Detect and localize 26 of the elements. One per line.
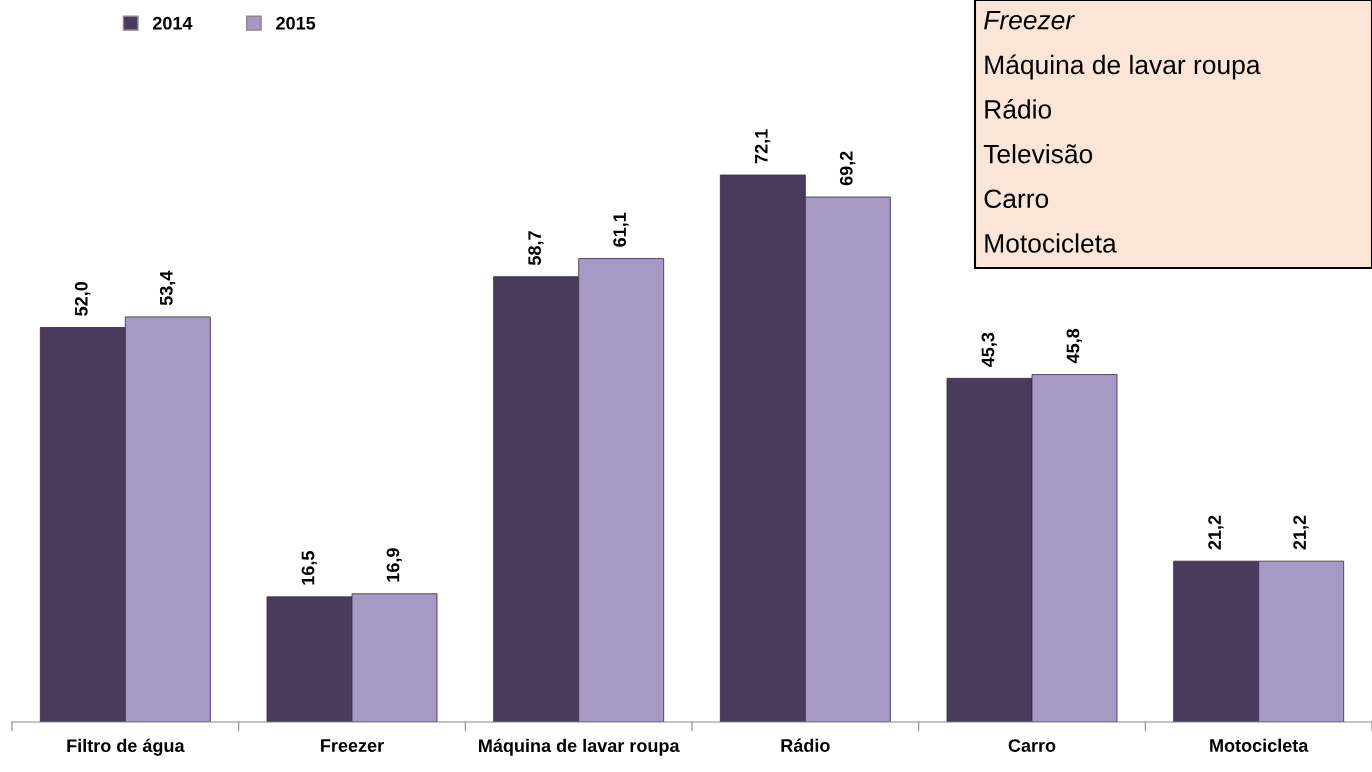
data-label: 61,1 — [613, 212, 629, 247]
legend-label: 2015 — [276, 16, 316, 30]
x-tick-label: Freezer — [321, 739, 384, 752]
data-label: 45,8 — [1066, 328, 1082, 364]
data-label: 53,4 — [159, 270, 176, 306]
legend-label: 2014 — [152, 16, 193, 30]
data-label: 52,0 — [74, 282, 91, 316]
text: Televisão — [983, 144, 1093, 164]
data-label: 45,3 — [981, 332, 997, 367]
text: Freezer — [984, 11, 1076, 30]
data-label: 21,2 — [1293, 515, 1309, 550]
x-tick-label: Filtro de água — [67, 738, 185, 756]
data-label: 69,2 — [839, 151, 856, 186]
text: Máquina de lavar roupa — [985, 54, 1261, 80]
x-tick-label: Máquina de lavar roupa — [479, 738, 680, 756]
data-label: 16,9 — [386, 548, 402, 582]
x-tick-label: Motocicleta — [1210, 738, 1309, 752]
x-tick-label: Carro — [1008, 739, 1056, 752]
annotation: Carro — [984, 189, 1049, 209]
x-tick-label: Rádio — [781, 738, 830, 752]
data-label: 16,5 — [301, 551, 317, 585]
data-label: 58,7 — [528, 231, 544, 266]
annotation: Motocicleta — [985, 233, 1117, 253]
text: Rádio — [985, 99, 1052, 119]
data-label: 72,1 — [754, 129, 771, 164]
data-label: 21,2 — [1208, 515, 1224, 550]
